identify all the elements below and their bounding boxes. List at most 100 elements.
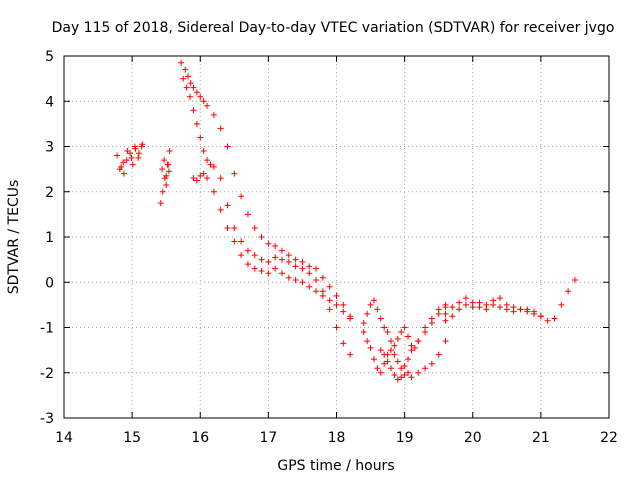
data-point — [210, 188, 217, 195]
data-point — [391, 372, 398, 379]
data-point — [398, 365, 405, 372]
data-point — [422, 329, 429, 336]
data-point — [258, 267, 265, 274]
data-point — [190, 84, 197, 91]
data-point — [178, 59, 185, 66]
axis-ticks: 14 15 16 17 18 19 20 21 22 -3 -2 -1 0 1 2 3 4 5 — [40, 49, 618, 446]
data-point — [388, 338, 394, 345]
data-point — [163, 181, 170, 188]
grid-lines — [64, 56, 609, 418]
data-point — [333, 324, 340, 331]
y-axis-label: SDTVAR / TECUs — [6, 180, 22, 295]
data-point — [238, 252, 245, 259]
data-point — [258, 256, 265, 263]
data-point — [204, 102, 211, 109]
data-point — [313, 288, 320, 295]
data-point — [394, 335, 401, 342]
data-point — [224, 202, 231, 209]
data-point — [326, 283, 333, 290]
data-point — [370, 297, 377, 304]
data-point — [135, 150, 142, 157]
data-point — [292, 276, 299, 283]
x-tick-label: 18 — [328, 430, 346, 446]
data-point — [299, 265, 306, 272]
data-point — [449, 304, 456, 311]
y-tick-label: -1 — [40, 321, 54, 337]
data-point — [190, 107, 197, 114]
data-point — [408, 374, 415, 381]
data-point — [524, 308, 531, 315]
data-point — [135, 154, 142, 161]
data-point — [326, 297, 333, 304]
data-point — [238, 193, 245, 200]
data-point — [326, 306, 333, 313]
data-point — [244, 261, 251, 268]
data-point — [401, 324, 408, 331]
data-point — [285, 252, 292, 259]
data-point — [388, 365, 394, 372]
data-point — [391, 351, 398, 358]
data-point — [193, 177, 200, 184]
data-point — [381, 351, 388, 358]
data-point — [306, 263, 313, 270]
data-point — [200, 98, 207, 105]
data-point — [497, 295, 503, 302]
data-point — [442, 317, 449, 324]
x-tick-label: 22 — [600, 430, 618, 446]
data-point — [405, 369, 412, 376]
data-point — [285, 274, 292, 281]
data-point — [462, 295, 469, 302]
data-point — [210, 111, 217, 118]
data-point — [184, 73, 191, 80]
data-point — [139, 141, 146, 148]
data-point — [360, 329, 367, 336]
data-point — [306, 283, 313, 290]
data-point — [442, 310, 449, 317]
y-tick-label: 0 — [45, 275, 54, 291]
data-point — [231, 224, 238, 231]
data-point — [531, 310, 538, 317]
data-point — [384, 329, 391, 336]
data-point — [159, 188, 166, 195]
data-point — [200, 170, 207, 177]
data-point — [124, 148, 131, 155]
data-point — [157, 200, 164, 207]
data-point — [187, 80, 194, 87]
data-point — [306, 270, 313, 277]
data-point — [456, 299, 463, 306]
data-point — [428, 319, 435, 326]
data-point — [313, 265, 320, 272]
data-point — [558, 301, 565, 308]
data-point — [131, 143, 138, 150]
data-point — [129, 161, 136, 168]
data-point — [398, 374, 405, 381]
data-point — [381, 360, 388, 367]
data-point — [265, 270, 272, 277]
data-point — [333, 292, 340, 299]
data-point — [272, 265, 279, 272]
data-point — [422, 365, 429, 372]
data-point — [435, 351, 442, 358]
data-point — [503, 301, 510, 308]
data-point — [367, 301, 374, 308]
chart-title: Day 115 of 2018, Sidereal Day-to-day VTE… — [52, 20, 615, 36]
data-point — [217, 175, 224, 182]
data-point — [197, 172, 204, 179]
data-point — [193, 89, 200, 96]
data-point — [428, 360, 435, 367]
data-point — [265, 258, 272, 265]
y-tick-label: 3 — [45, 140, 54, 156]
data-point — [163, 172, 170, 179]
data-point — [180, 75, 187, 82]
data-point — [244, 211, 251, 218]
data-point — [377, 347, 384, 354]
data-point — [183, 84, 190, 91]
data-point — [537, 313, 544, 320]
data-point — [565, 288, 572, 295]
data-point — [251, 252, 258, 259]
y-tick-label: 1 — [45, 230, 54, 246]
data-point — [193, 120, 200, 127]
data-point — [544, 317, 551, 324]
data-point — [244, 247, 251, 254]
